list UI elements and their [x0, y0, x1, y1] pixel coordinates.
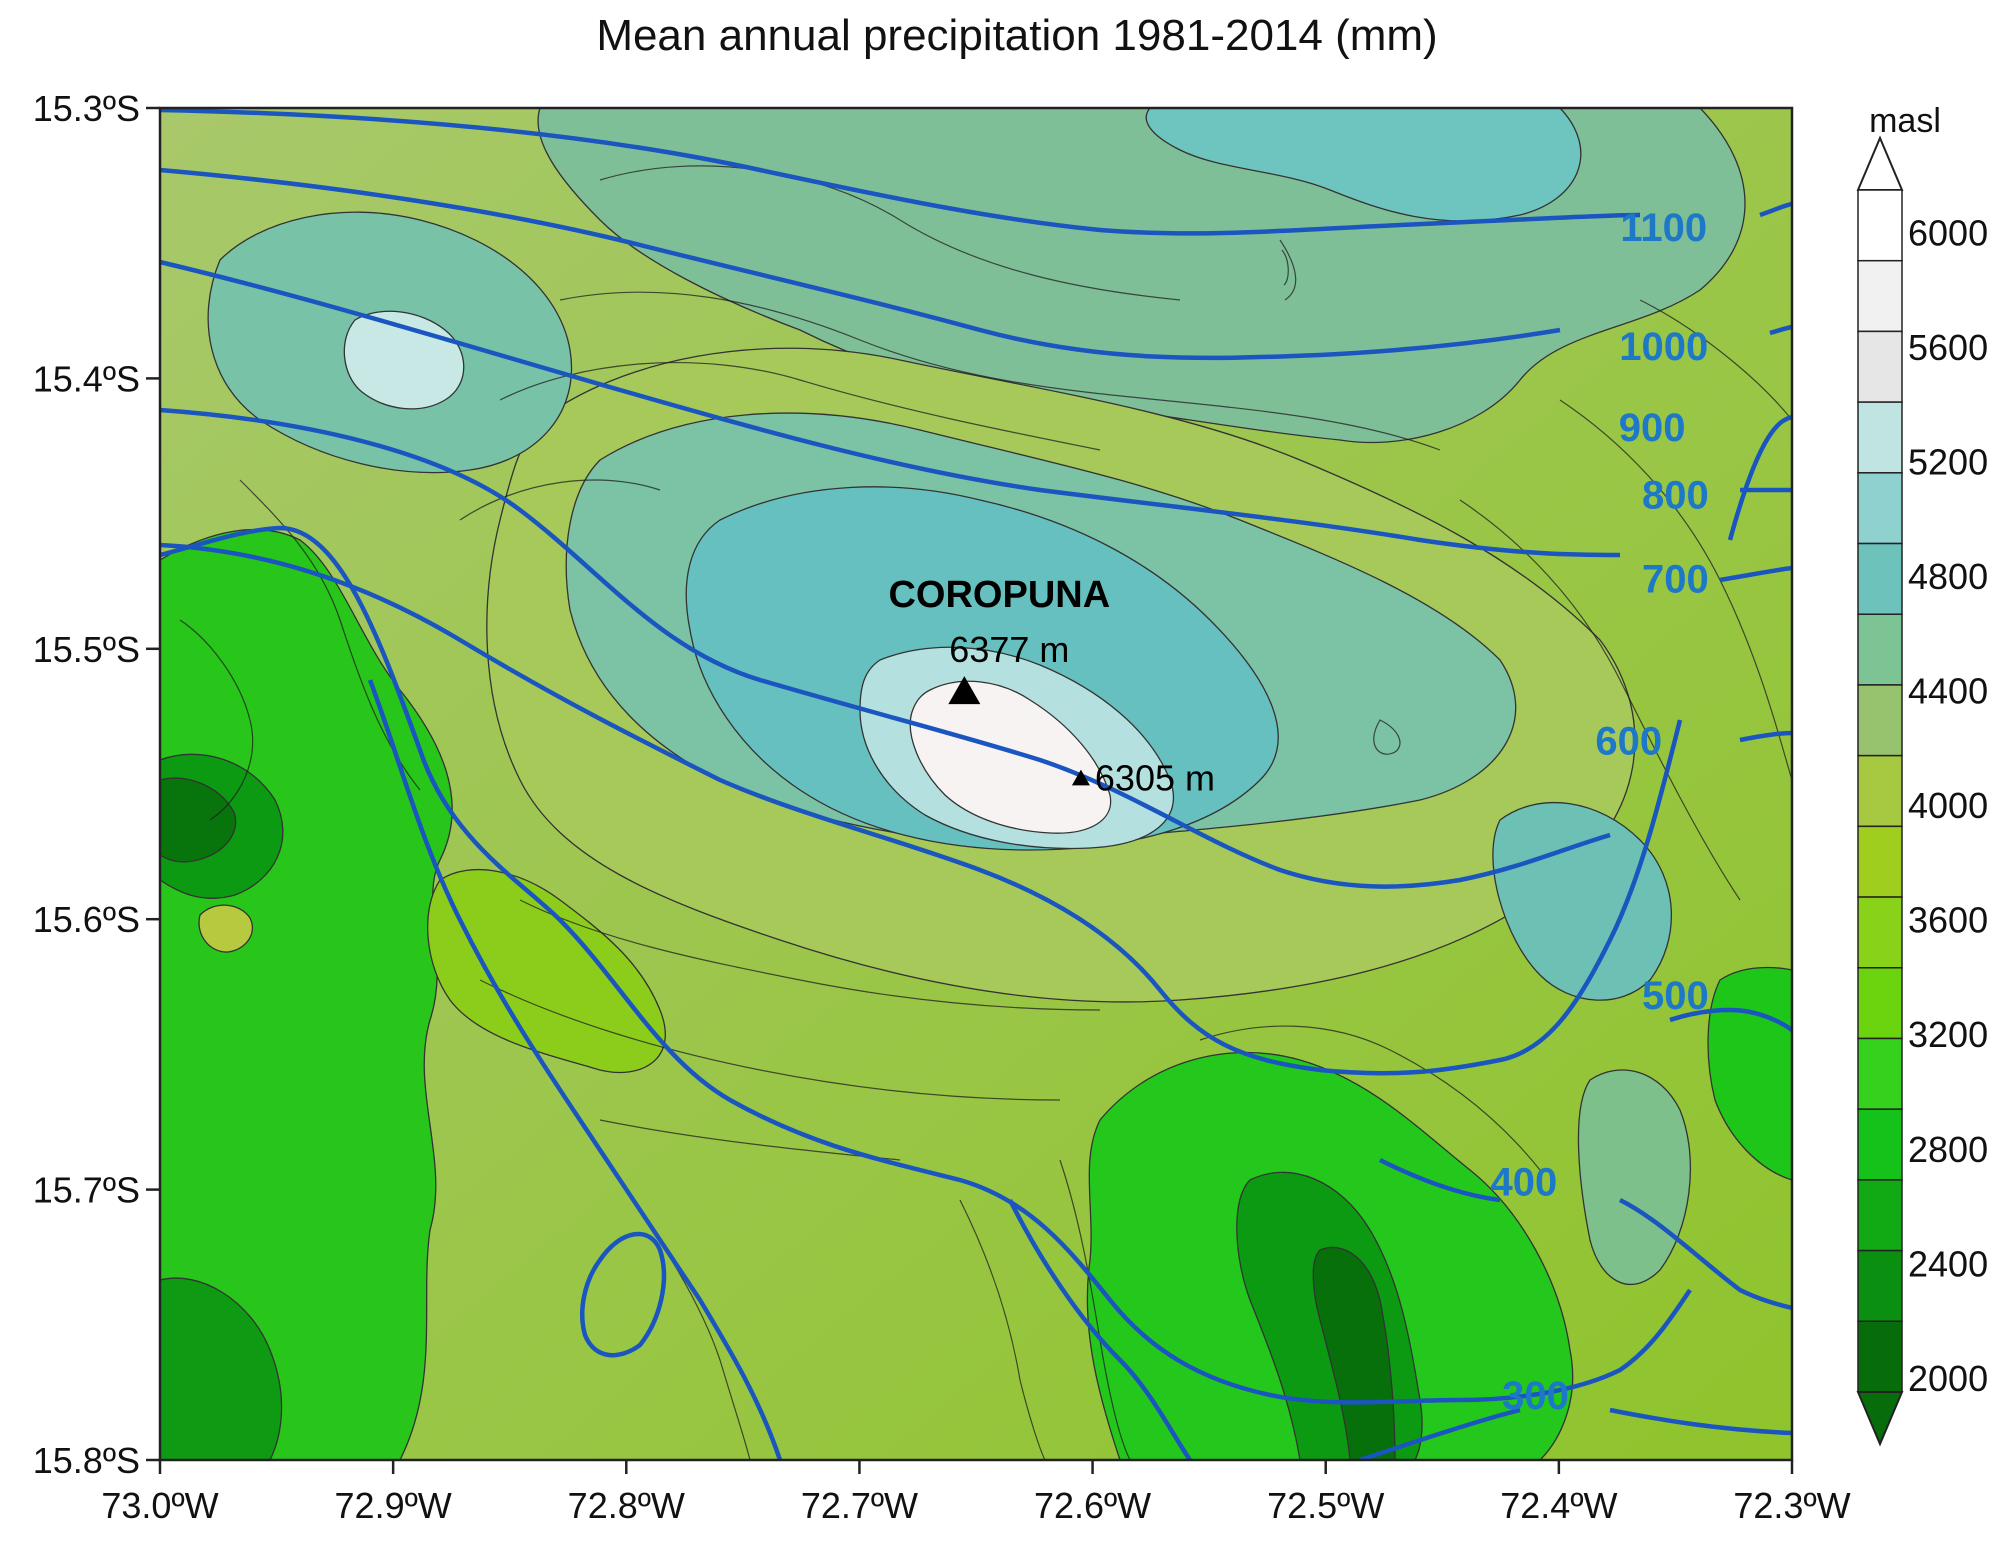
colorbar-swatch — [1857, 472, 1903, 545]
map-panel — [160, 108, 1792, 1460]
colorbar-swatch — [1857, 1108, 1903, 1181]
x-tick-label: 72.4ºW — [1500, 1485, 1617, 1526]
colorbar-swatch — [1857, 189, 1903, 262]
colorbar-swatch — [1857, 613, 1903, 686]
isohyet-label-400: 400 — [1491, 1160, 1558, 1204]
terrain-band-west-green — [160, 529, 453, 1460]
isohyet-label-500: 500 — [1642, 974, 1709, 1018]
y-tick-label: 15.4ºS — [33, 358, 140, 399]
isohyet-labels: 1100 1000 900 800 700 600 500 400 300 — [1491, 206, 1709, 1418]
terrain-band-upper-cyan — [1145, 108, 1582, 222]
y-axis: 15.3ºS 15.4ºS 15.5ºS 15.6ºS 15.7ºS 15.8ºS — [33, 88, 160, 1481]
colorbar-tick-label: 6000 — [1908, 212, 1988, 253]
colorbar-top-arrow — [1856, 135, 1904, 191]
y-tick-label: 15.5ºS — [33, 629, 140, 670]
x-tick-label: 72.6ºW — [1034, 1485, 1151, 1526]
isohyet-1000-line — [160, 167, 1792, 361]
colorbar-tick-label: 5200 — [1908, 442, 1988, 483]
terrain-band-sw-darkgreen — [160, 1277, 283, 1460]
colorbar-swatch — [1857, 259, 1903, 333]
colorbar-swatch — [1857, 684, 1903, 757]
colorbar-tick-label: 4400 — [1908, 671, 1988, 712]
isohyet-400-line — [1007, 1157, 1792, 1460]
colorbar-tick-label: 2000 — [1908, 1358, 1988, 1399]
x-tick-label: 72.7ºW — [801, 1485, 918, 1526]
colorbar-swatch — [1857, 1179, 1903, 1252]
isohyet-lines — [160, 108, 1792, 1460]
isohyet-label-1100: 1100 — [1620, 206, 1707, 250]
colorbar-swatch — [1857, 401, 1903, 474]
isohyet-300-line — [1359, 1407, 1792, 1460]
peak-elevation-label: 6377 m — [949, 629, 1069, 670]
map-title: Mean annual precipitation 1981-2014 (mm) — [596, 11, 1437, 60]
colorbar-tick-label: 2800 — [1908, 1129, 1988, 1170]
colorbar-swatch — [1857, 1037, 1903, 1110]
isohyet-900-line — [160, 259, 1792, 558]
terrain-band-west-spot — [198, 904, 253, 953]
colorbar-swatch — [1857, 754, 1903, 828]
map-frame — [158, 106, 1794, 1462]
terrain-band-west-darkest — [160, 777, 237, 863]
colorbar-swatch — [1857, 330, 1903, 403]
isohyet-700-line — [160, 542, 1792, 1076]
isohyet-1100-line — [160, 108, 1792, 236]
colorbar-bottom-arrow — [1856, 1391, 1904, 1447]
colorbar-tick-label: 4800 — [1908, 556, 1988, 597]
isohyet-label-1000: 1000 — [1619, 325, 1708, 369]
x-tick-label: 72.8ºW — [568, 1485, 685, 1526]
isohyet-500-line — [367, 679, 1792, 1460]
x-tick-label: 72.3ºW — [1733, 1485, 1850, 1526]
isohyet-label-300: 300 — [1502, 1374, 1569, 1418]
colorbar-tick-label: 4000 — [1908, 785, 1988, 826]
colorbar-tick-label: 5600 — [1908, 327, 1988, 368]
colorbar-swatch — [1857, 825, 1903, 898]
isohyet-800-line — [160, 407, 1792, 889]
colorbar-unit-label: masl — [1869, 102, 1941, 140]
colorbar-swatch — [1857, 967, 1903, 1040]
colorbar-swatch — [1857, 1320, 1903, 1393]
x-tick-label: 72.5ºW — [1267, 1485, 1384, 1526]
x-tick-label: 72.9ºW — [335, 1485, 452, 1526]
colorbar-swatch — [1857, 1249, 1903, 1323]
isohyet-label-800: 800 — [1642, 474, 1709, 518]
x-axis: 73.0ºW 72.9ºW 72.8ºW 72.7ºW 72.6ºW 72.5ºW 72.4… — [101, 1460, 1851, 1526]
y-tick-label: 15.3ºS — [33, 88, 140, 129]
summit-marker-icon — [948, 676, 981, 705]
x-tick-label: 73.0ºW — [101, 1485, 218, 1526]
secondary-summit-marker-icon — [1071, 769, 1090, 786]
isohyet-600-line — [160, 525, 1792, 1405]
terrain-band-west-yellowgreen — [427, 868, 666, 1074]
colorbar-swatch — [1857, 542, 1903, 615]
colorbar: masl 6000 5600 5200 4800 4400 4000 3600 3200 280… — [1856, 102, 1988, 1447]
peak-name-label: COROPUNA — [888, 574, 1110, 616]
colorbar-tick-label: 3600 — [1908, 900, 1988, 941]
terrain-band-east-teal — [1492, 801, 1673, 1001]
colorbar-tick-label: 3200 — [1908, 1014, 1988, 1055]
isohyet-label-700: 700 — [1642, 557, 1709, 601]
isohyet-label-900: 900 — [1619, 406, 1686, 450]
y-tick-label: 15.8ºS — [33, 1440, 140, 1481]
y-tick-label: 15.6ºS — [33, 899, 140, 940]
y-tick-label: 15.7ºS — [33, 1170, 140, 1211]
isohyet-closed-loop — [580, 1231, 667, 1358]
colorbar-swatch — [1857, 896, 1903, 969]
peak-elevation-label: 6305 m — [1095, 758, 1215, 799]
colorbar-tick-label: 2400 — [1908, 1243, 1988, 1284]
terrain-band-east-lower — [1577, 1069, 1692, 1285]
isohyet-label-600: 600 — [1595, 720, 1662, 764]
peaks-layer: COROPUNA 6377 m 6305 m — [888, 574, 1214, 799]
